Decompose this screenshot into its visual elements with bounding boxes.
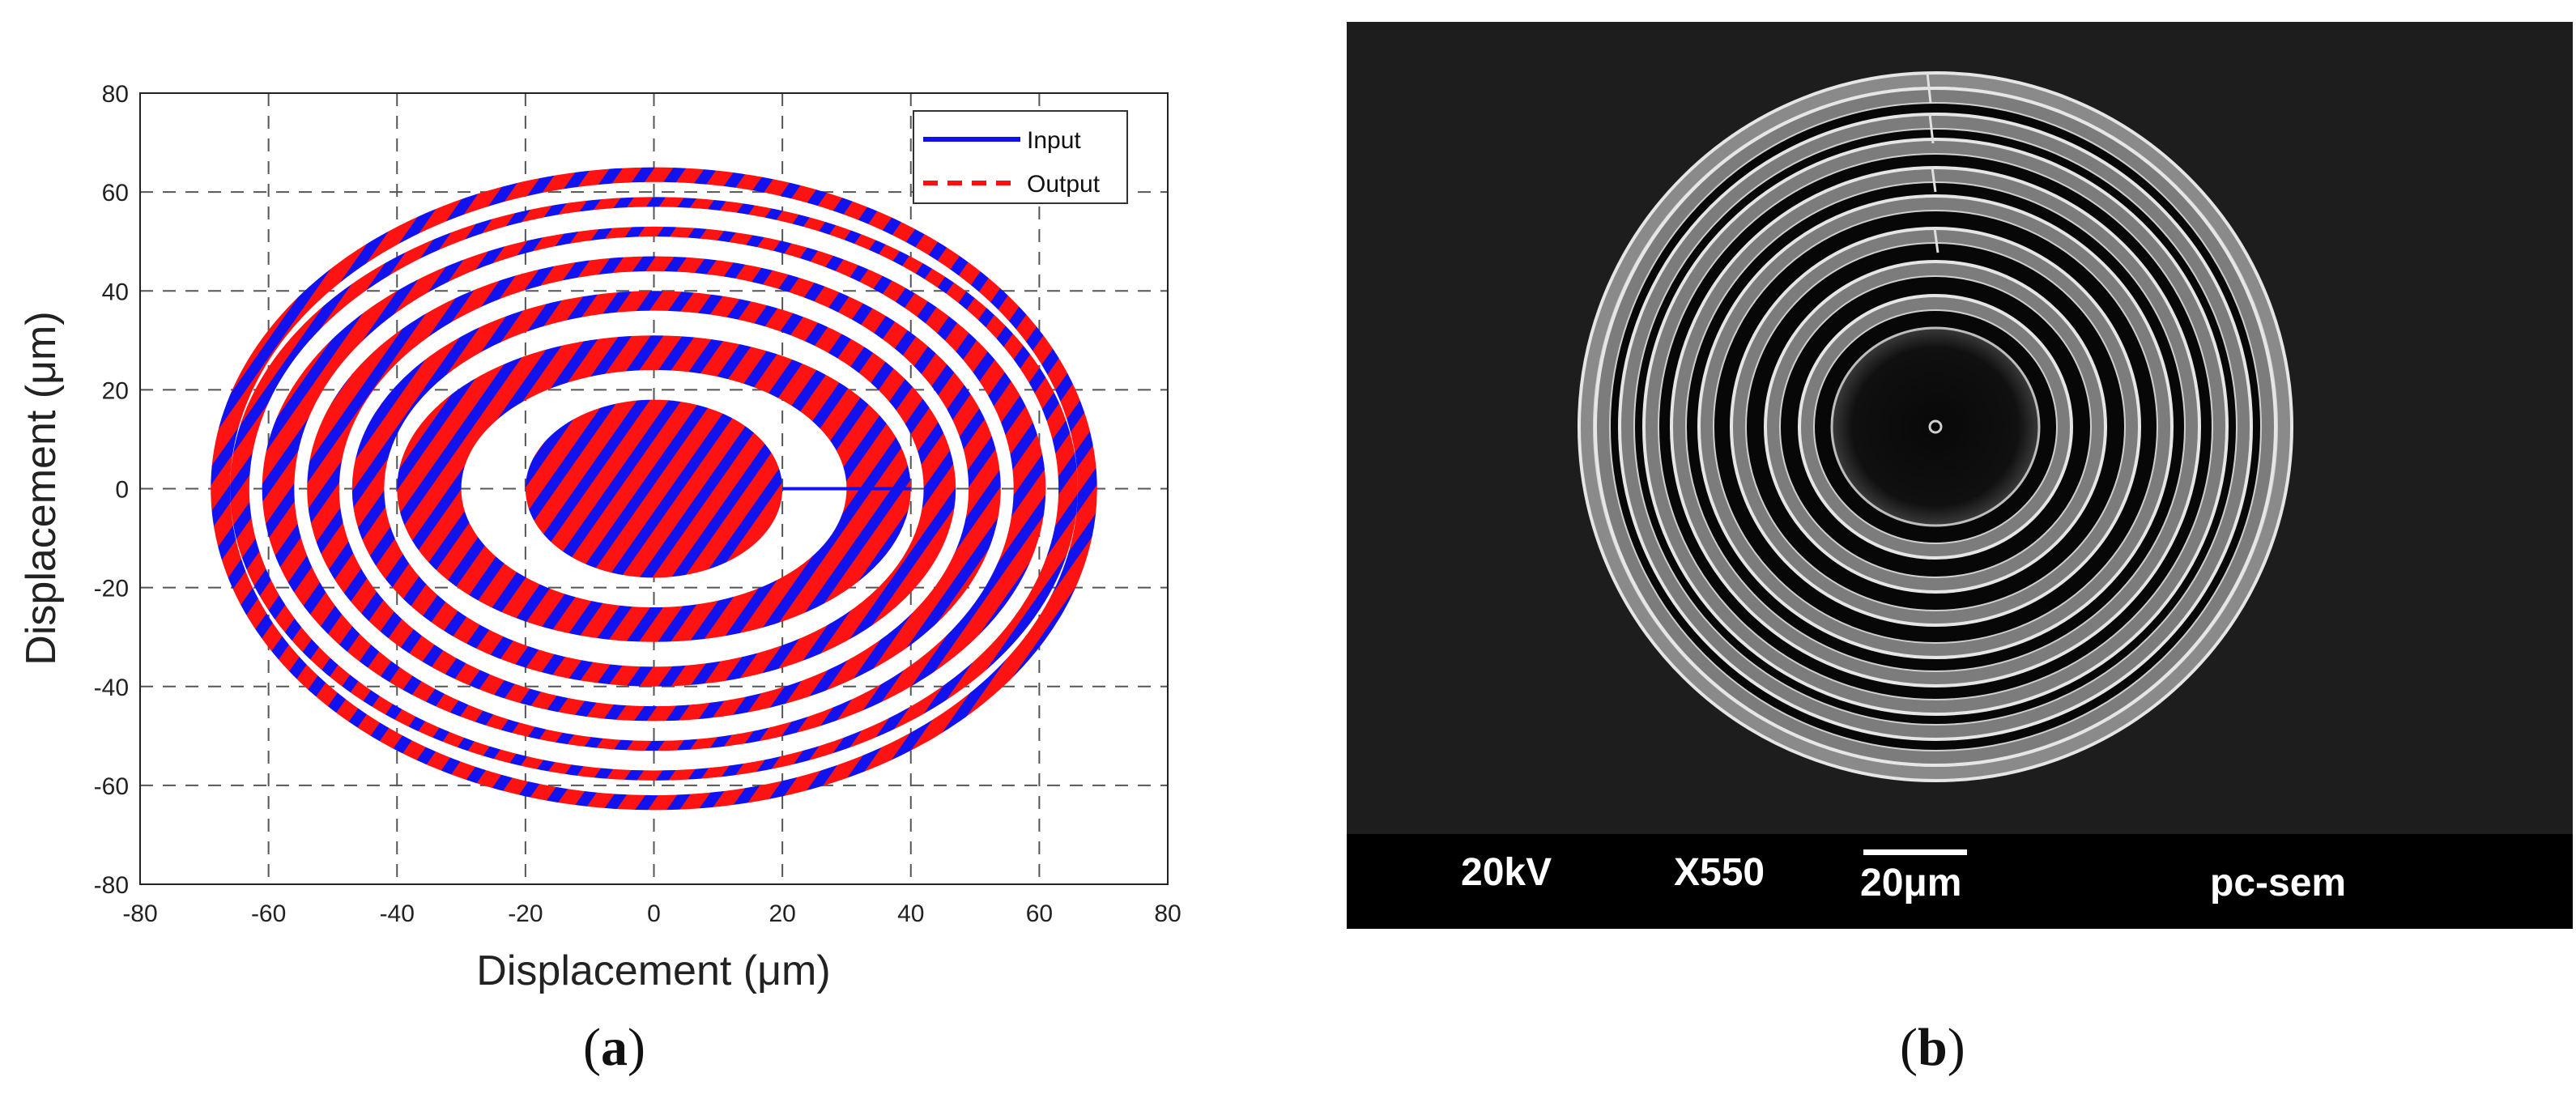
sem-scale-bar: [1863, 849, 1967, 855]
y-tick-label-3: -20: [94, 576, 129, 602]
sem-micrograph: 20kV X550 20μm pc-sem: [1347, 22, 2573, 929]
spiral-bands: [211, 167, 1097, 811]
y-tick-label-4: 0: [115, 477, 129, 504]
x-tick-label-8: 80: [1154, 900, 1181, 927]
legend-box: [913, 110, 1128, 204]
sem-spiral-image: [1347, 22, 2573, 834]
y-tick-label-2: -40: [94, 675, 129, 701]
y-tick-label-8: 80: [102, 81, 129, 108]
sem-bridge-0: [1926, 72, 1932, 104]
x-tick-label-0: -80: [122, 900, 157, 927]
legend: Input Output: [913, 110, 1128, 204]
legend-output-label: Output: [1027, 171, 1101, 198]
x-tick-label-2: -40: [380, 900, 415, 927]
spiral-chart: -80 -60 -40 -20 0 20 40 60 80 -80 -60 -40 -20 0 20 40 60…: [18, 81, 1182, 994]
sem-bridge-3: [1933, 228, 1939, 253]
sem-center-hole: [1928, 419, 1943, 434]
sem-bridge-2: [1931, 167, 1937, 193]
y-tick-label-0: -80: [94, 872, 129, 899]
y-tick-label-5: 20: [102, 377, 129, 404]
y-tick-label-7: 60: [102, 180, 129, 206]
x-tick-label-6: 40: [897, 900, 924, 927]
y-axis-title: Displacement (μm): [18, 311, 65, 665]
y-tick-label-6: 40: [102, 279, 129, 305]
x-tick-label-5: 20: [769, 900, 795, 927]
sem-bridge-1: [1928, 113, 1935, 144]
panel-a-label: (a): [583, 1018, 645, 1077]
y-tick-label-1: -60: [94, 773, 129, 800]
sem-voltage: 20kV: [1461, 851, 1552, 894]
panel-b-label: (b): [1900, 1018, 1965, 1077]
plot-frame: [139, 92, 1169, 885]
sem-instrument: pc-sem: [2210, 862, 2347, 905]
x-tick-label-7: 60: [1026, 900, 1053, 927]
sem-magnification: X550: [1674, 851, 1765, 894]
panel-a-letter: a: [600, 1018, 628, 1077]
x-tick-label-1: -60: [251, 900, 286, 927]
x-tick-label-3: -20: [508, 900, 543, 927]
tick-labels: -80 -60 -40 -20 0 20 40 60 80 -80 -60 -40 -20 0 20 40 60…: [94, 81, 1182, 927]
x-tick-label-4: 0: [647, 900, 661, 927]
panel-b-letter: b: [1917, 1018, 1948, 1077]
legend-input-label: Input: [1027, 127, 1081, 154]
spiral-band-0: [525, 399, 783, 578]
x-axis-title: Displacement (μm): [476, 947, 830, 994]
sem-scale-label: 20μm: [1860, 862, 1962, 905]
